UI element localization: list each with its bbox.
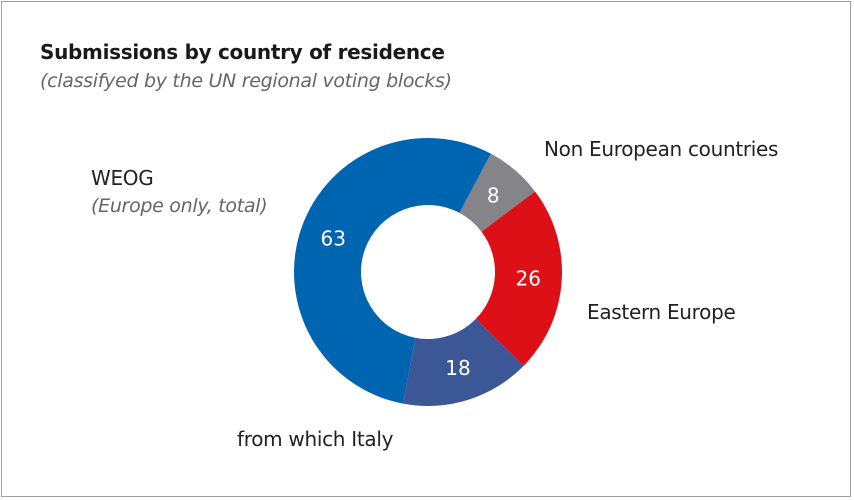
chart-subtitle: (classifyed by the UN regional voting bl… [40, 70, 452, 92]
data-label: 8 [487, 184, 500, 208]
slice-eastern-europe [475, 191, 563, 366]
label-non-european: Non European countries [544, 137, 779, 161]
data-label: 63 [320, 227, 345, 251]
chart-title: Submissions by country of residence [40, 40, 445, 64]
label-weog: WEOG [91, 166, 154, 190]
slice-from-which-italy [402, 318, 524, 406]
label-weog-sub: (Europe only, total) [91, 195, 268, 217]
data-label: 18 [445, 356, 470, 380]
slice-weog [293, 137, 491, 404]
data-label: 26 [516, 267, 541, 291]
label-eastern-europe: Eastern Europe [587, 300, 736, 324]
label-italy: from which Italy [237, 427, 394, 451]
slice-non-european-countries [459, 153, 536, 232]
